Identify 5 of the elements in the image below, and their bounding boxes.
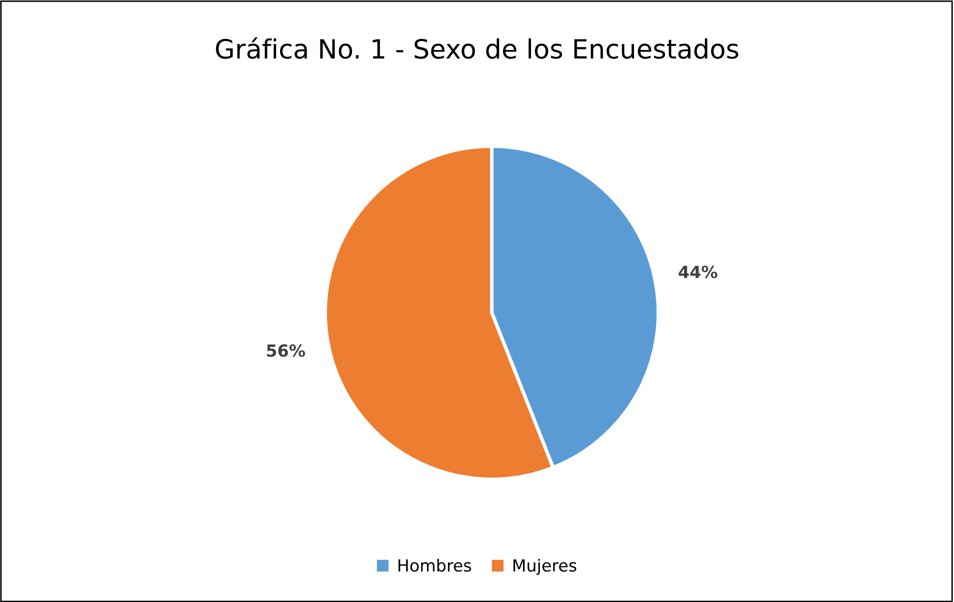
data-label: 44% bbox=[678, 266, 718, 278]
chart-title: Gráfica No. 1 - Sexo de los Encuestados bbox=[216, 37, 738, 59]
data-label: 56% bbox=[266, 344, 306, 357]
legend-label: Hombres bbox=[398, 558, 472, 572]
legend-label: Mujeres bbox=[513, 558, 576, 575]
